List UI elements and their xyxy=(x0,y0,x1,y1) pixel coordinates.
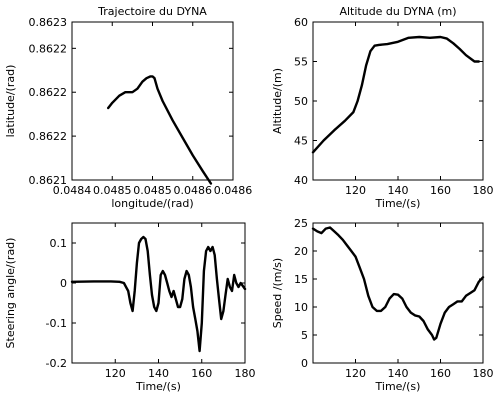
y-tick-label: 0 xyxy=(60,277,67,290)
x-axis-label: Time/(s) xyxy=(375,380,421,393)
y-axis-label: Speed /(m/s) xyxy=(271,258,284,328)
series-line xyxy=(311,226,485,341)
subplot-2: 120 140 160 180 40 45 50 55 60 Altitude du DYNA (… xyxy=(271,5,494,210)
y-axis-label: latitude/(rad) xyxy=(4,65,17,138)
y-tick-label: 10 xyxy=(294,301,308,314)
x-tick-label: 180 xyxy=(473,184,494,197)
y-axis-label: Steering angle/(rad) xyxy=(4,238,17,349)
series-line xyxy=(70,235,247,353)
x-tick-label: 120 xyxy=(345,367,366,380)
x-tick-label: 140 xyxy=(148,367,169,380)
y-tick-label: 25 xyxy=(294,217,308,230)
y-tick-label: 55 xyxy=(294,56,308,69)
y-tick-label: 60 xyxy=(294,16,308,29)
y-tick-label: 0 xyxy=(301,357,308,370)
series-line xyxy=(311,35,480,154)
x-tick-label: 140 xyxy=(388,184,409,197)
x-axis-label: Time/(s) xyxy=(135,380,181,393)
x-tick-label: 0.0485 xyxy=(93,184,132,197)
x-tick-label: 0.0484 xyxy=(53,184,92,197)
x-axis-label: longitude/(rad) xyxy=(111,197,193,210)
y-tick-label: 20 xyxy=(294,245,308,258)
x-tick-label: 140 xyxy=(388,367,409,380)
x-tick-label: 0.0485 xyxy=(133,184,172,197)
x-tick-label: 0.0486 xyxy=(174,184,213,197)
x-tick-label: 120 xyxy=(105,367,126,380)
subplot-4: 120 140 160 180 0 5 10 15 20 25 Time/(s) Speed /(m/… xyxy=(271,217,494,393)
series-line xyxy=(106,75,213,185)
y-tick-label: 45 xyxy=(294,135,308,148)
y-tick-label: 0.8622 xyxy=(29,86,68,99)
chart-title: Trajectoire du DYNA xyxy=(97,5,207,18)
y-tick-label: -0.1 xyxy=(46,317,67,330)
x-tick-label: 160 xyxy=(430,367,451,380)
y-tick-label: 0.1 xyxy=(50,237,68,250)
plot-frame xyxy=(71,21,234,181)
y-tick-label: 5 xyxy=(301,329,308,342)
y-tick-label: 40 xyxy=(294,174,308,187)
x-axis-label: Time/(s) xyxy=(375,197,421,210)
y-tick-label: 50 xyxy=(294,95,308,108)
y-tick-label: 0.8622 xyxy=(29,130,68,143)
y-tick-label: 15 xyxy=(294,273,308,286)
x-tick-label: 180 xyxy=(473,367,494,380)
y-tick-label: -0.2 xyxy=(46,357,67,370)
x-tick-label: 120 xyxy=(345,184,366,197)
x-tick-label: 180 xyxy=(235,367,256,380)
subplot-1: 0.0484 0.0485 0.0485 0.0486 0.04860.86210.86… xyxy=(4,5,252,210)
y-tick-label: 0.8623 xyxy=(29,16,68,29)
y-axis-label: Altitude/(m) xyxy=(271,68,284,134)
y-tick-label: 0.8621 xyxy=(29,174,68,187)
x-tick-label: 160 xyxy=(430,184,451,197)
x-tick-label: 160 xyxy=(191,367,212,380)
chart-title: Altitude du DYNA (m) xyxy=(339,5,456,18)
plot-frame xyxy=(312,222,484,364)
y-tick-label: 0.8622 xyxy=(29,42,68,55)
x-tick-label: 0.0486 xyxy=(214,184,253,197)
subplot-3: 120 140 160 180 -0.2 -0.1 0 0.1 Time/(s) Steering… xyxy=(4,222,256,393)
